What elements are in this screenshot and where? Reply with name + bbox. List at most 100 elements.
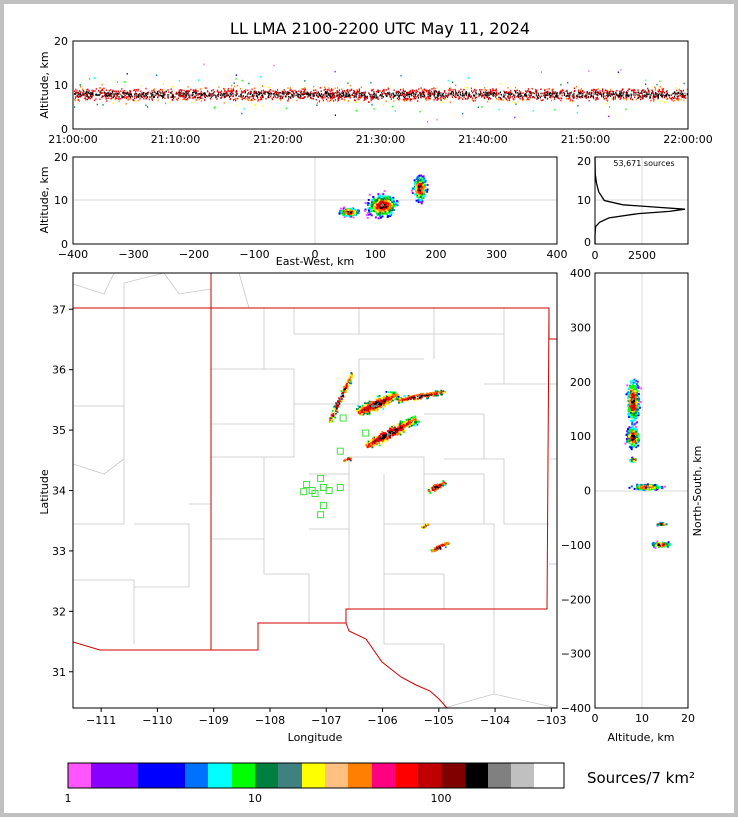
source-point <box>397 395 400 398</box>
source-point <box>502 93 504 96</box>
source-point <box>195 96 197 99</box>
source-point <box>608 94 610 97</box>
source-point <box>399 420 402 423</box>
source-point <box>537 97 539 100</box>
source-point <box>563 94 565 96</box>
source-point <box>291 94 293 96</box>
source-point <box>441 544 444 547</box>
source-point <box>375 401 377 403</box>
source-point <box>80 94 82 97</box>
source-point <box>574 90 576 92</box>
source-point <box>422 193 425 196</box>
source-point <box>560 83 562 86</box>
source-point <box>290 97 292 99</box>
source-point <box>340 211 343 213</box>
source-point <box>358 90 360 93</box>
source-point <box>394 392 397 395</box>
source-point <box>534 96 536 99</box>
source-point <box>662 88 665 90</box>
source-point <box>327 89 329 91</box>
source-point <box>340 390 343 392</box>
source-point <box>480 91 482 93</box>
source-point <box>386 196 389 199</box>
source-point <box>653 93 655 95</box>
source-point <box>368 101 370 103</box>
source-point <box>269 90 271 92</box>
source-point <box>278 92 280 95</box>
source-point <box>398 398 400 400</box>
source-point <box>414 97 416 99</box>
source-point <box>592 89 594 92</box>
source-point <box>404 98 406 100</box>
source-point <box>159 88 161 91</box>
source-point <box>371 89 373 92</box>
source-point <box>387 94 389 96</box>
source-point <box>364 92 366 94</box>
source-point <box>332 96 334 99</box>
source-point <box>373 436 376 439</box>
source-point <box>371 444 373 447</box>
source-point <box>135 96 137 99</box>
source-point <box>578 92 580 94</box>
source-point <box>251 88 253 91</box>
source-point <box>163 91 166 94</box>
source-point <box>413 95 415 98</box>
source-point <box>211 90 213 92</box>
source-point <box>372 98 374 100</box>
source-point <box>387 207 390 210</box>
source-point <box>365 404 368 406</box>
source-point <box>157 96 159 99</box>
source-point <box>491 91 493 93</box>
source-point <box>395 433 397 436</box>
source-point <box>450 89 452 92</box>
source-point <box>344 391 347 393</box>
source-point <box>489 89 491 91</box>
source-point <box>471 90 473 92</box>
source-point <box>514 96 516 99</box>
source-point <box>354 211 357 214</box>
source-point <box>381 440 384 443</box>
source-point <box>171 94 173 97</box>
source-point <box>528 98 530 101</box>
source-point <box>145 92 147 95</box>
source-point <box>387 88 389 90</box>
source-point <box>304 96 306 98</box>
source-point <box>428 90 430 92</box>
source-point <box>297 93 299 96</box>
source-point <box>426 396 428 399</box>
source-point <box>344 386 347 389</box>
source-point <box>441 94 443 96</box>
source-point <box>399 422 402 425</box>
source-point <box>618 95 621 97</box>
source-point <box>416 185 419 188</box>
source-point <box>249 95 251 98</box>
source-point <box>421 190 424 193</box>
source-point <box>270 92 272 95</box>
source-point <box>467 97 469 100</box>
source-point <box>374 93 376 95</box>
source-point <box>567 98 569 100</box>
source-point <box>176 98 178 101</box>
source-point <box>137 96 140 98</box>
source-point <box>193 91 195 94</box>
source-point <box>489 97 492 100</box>
source-point <box>463 88 465 91</box>
source-point <box>413 419 416 421</box>
source-point <box>499 91 501 94</box>
source-point <box>607 95 609 97</box>
source-point <box>437 394 439 397</box>
source-point <box>634 94 636 96</box>
source-point <box>152 96 155 98</box>
source-point <box>227 87 229 90</box>
source-point <box>253 95 255 97</box>
source-point <box>378 407 381 410</box>
source-point <box>383 91 385 94</box>
source-point <box>553 98 556 100</box>
source-point <box>417 188 420 190</box>
source-point <box>204 92 206 95</box>
source-point <box>356 212 359 214</box>
source-point <box>389 199 392 201</box>
source-point <box>162 96 164 98</box>
source-point <box>293 92 295 95</box>
source-point <box>303 96 305 98</box>
